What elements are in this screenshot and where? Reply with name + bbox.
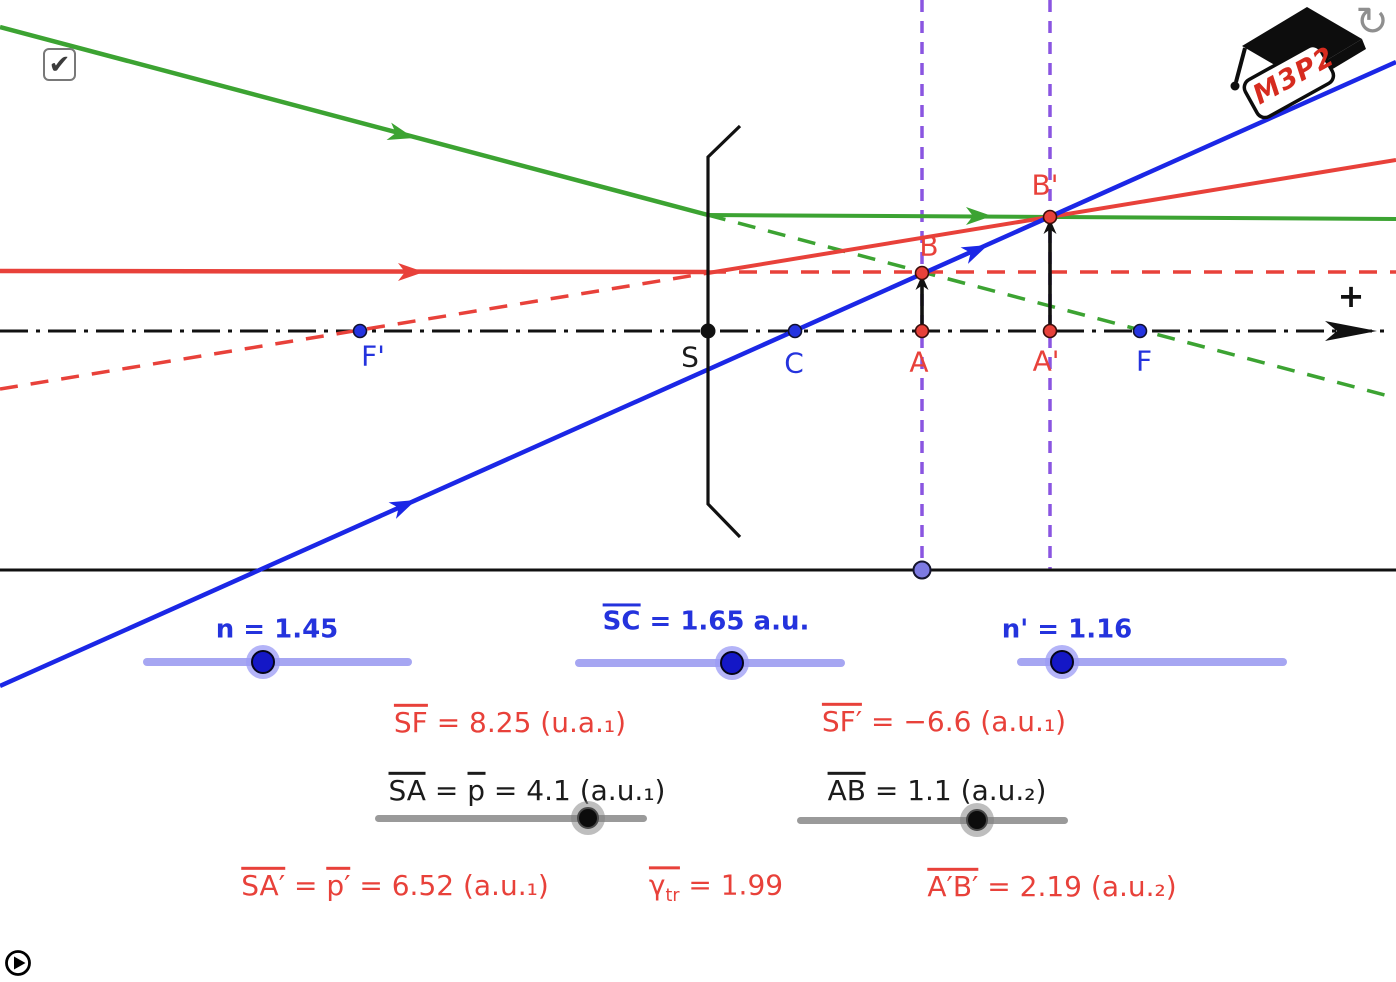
point-a[interactable] — [914, 323, 930, 339]
green-incident-arrowhead-icon — [386, 122, 414, 141]
blue-chief-ray — [0, 59, 1396, 689]
readout-sf: SF = 8.25 (u.a.₁) — [393, 703, 627, 739]
slider-ab-label: AB = 1.1 (a.u.₂) — [827, 771, 1047, 807]
red-incident-arrowhead-icon — [398, 263, 424, 281]
slider-n-prime-handle[interactable] — [1050, 650, 1074, 674]
slider-sc-track[interactable] — [575, 659, 845, 667]
readout-gamma-tr: γtr = 1.99 — [648, 866, 784, 906]
label-a: A — [909, 345, 929, 379]
blue-upper-arrowhead-icon — [960, 245, 988, 264]
object-arrowhead-icon — [915, 275, 929, 290]
slider-sa-track[interactable] — [375, 815, 647, 822]
axis-arrowhead — [1325, 321, 1377, 341]
slider-n-handle[interactable] — [251, 650, 275, 674]
slider-n-label: n = 1.45 — [215, 614, 339, 645]
label-c: C — [784, 346, 804, 380]
point-b-prime — [1042, 209, 1058, 225]
slider-ab-handle[interactable] — [966, 809, 988, 831]
slider-sa-label: SA = p = 4.1 (a.u.₁) — [388, 771, 666, 807]
green-refracted-arrowhead-icon — [966, 207, 992, 225]
label-s: S — [681, 340, 699, 374]
point-b[interactable] — [914, 265, 930, 281]
readout-sa-prime: SA′ = p′ = 6.52 (a.u.₁) — [241, 866, 549, 902]
reset-icon[interactable]: ↻ — [1355, 0, 1389, 45]
label-f-prime: F' — [361, 339, 385, 373]
play-button[interactable] — [5, 950, 31, 976]
point-s — [700, 323, 716, 339]
point-c[interactable] — [787, 323, 803, 339]
slider-sc-handle[interactable] — [720, 651, 744, 675]
show-construction-checkbox[interactable]: ✔ — [43, 48, 76, 81]
readout-sf-prime: SF′ = −6.6 (a.u.₁) — [821, 702, 1067, 738]
green-virtual-ray-dashed — [707, 213, 1396, 400]
checkmark-icon: ✔ — [48, 49, 71, 80]
slider-n-track[interactable] — [143, 658, 412, 666]
slider-sc-label: SC = 1.65 a.u. — [602, 603, 809, 636]
image-arrowhead-icon — [1043, 219, 1057, 234]
blue-lower-arrowhead-icon — [388, 500, 416, 519]
label-b: B — [919, 229, 939, 263]
point-f-prime — [352, 323, 368, 339]
readout-a-prime-b-prime: A′B′ = 2.19 (a.u.₂) — [927, 867, 1177, 903]
point-a-prime — [1042, 323, 1058, 339]
graduation-cap-icon — [1230, 7, 1366, 120]
red-incident-ray — [0, 268, 709, 275]
label-f: F — [1135, 344, 1153, 378]
axis-positive-direction-sign: + — [1337, 277, 1365, 316]
slider-n-prime-track[interactable] — [1017, 658, 1287, 666]
slider-sa-handle[interactable] — [577, 807, 599, 829]
point-ground-slider[interactable] — [912, 560, 932, 580]
green-incident-ray — [0, 24, 709, 218]
label-a-prime: A' — [1032, 344, 1060, 378]
point-f — [1132, 323, 1148, 339]
slider-ab-track[interactable] — [797, 817, 1068, 824]
label-b-prime: B' — [1031, 168, 1059, 202]
slider-n-prime-label: n' = 1.16 — [1001, 614, 1133, 645]
